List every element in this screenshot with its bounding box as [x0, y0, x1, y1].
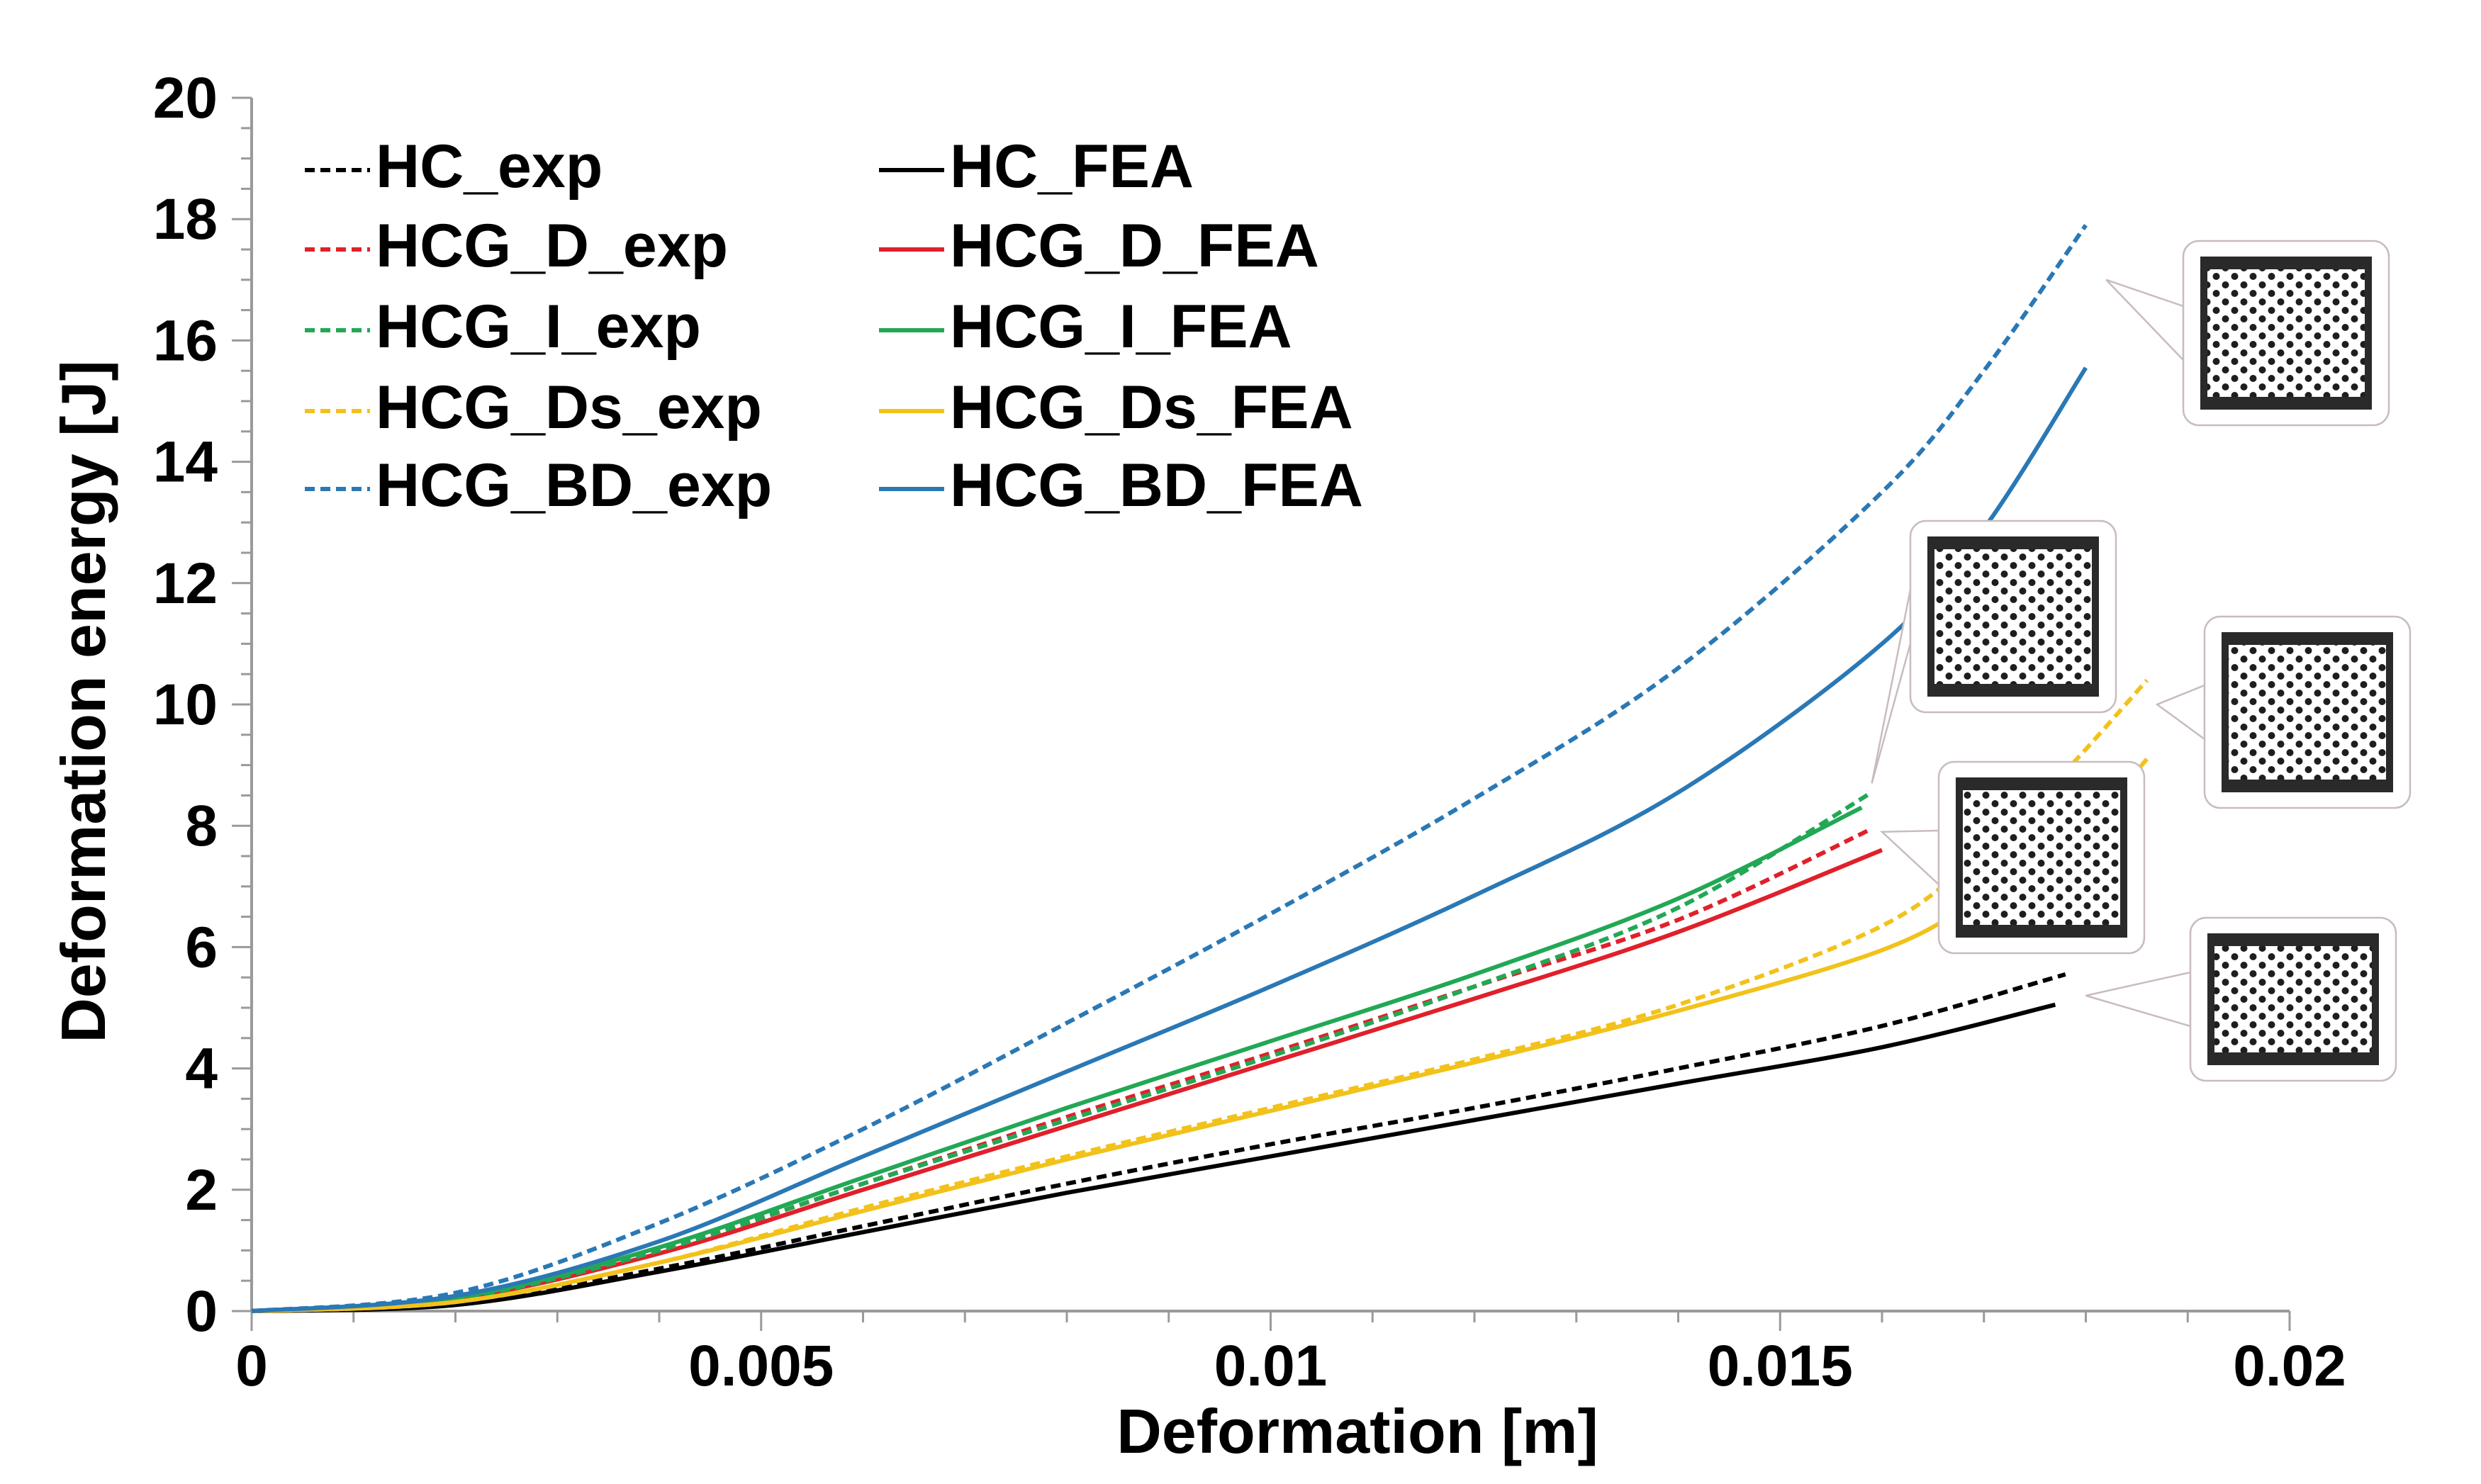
y-tick-label: 16: [153, 308, 218, 373]
series-HCG_D_FEA: [251, 848, 1883, 1313]
legend: HC_exp HCG_D_exp HCG_I_exp HCG_Ds_exp HCG_BD…: [305, 133, 1363, 519]
y-tick-label: 0: [185, 1279, 218, 1344]
inset-pointer: [2105, 279, 2185, 363]
inset-pointer: [1871, 589, 1912, 784]
inset-HCG_Ds: [2155, 615, 2412, 809]
y-tick-label: 18: [153, 187, 218, 252]
inset-hex-pattern: [2229, 645, 2386, 780]
legend-label-HCG_I_FEA: HCG_I_FEA: [950, 293, 1292, 361]
x-tick-label: 0.005: [688, 1334, 834, 1398]
y-tick-label: 14: [153, 430, 218, 495]
y-tick-label: 2: [185, 1158, 218, 1222]
y-tick-label: 8: [185, 794, 218, 858]
inset-HC: [2085, 916, 2397, 1082]
legend-label-HCG_D_FEA: HCG_D_FEA: [950, 212, 1319, 280]
legend-label-HC_FEA: HC_FEA: [950, 133, 1194, 201]
inset-HCG_BD: [2105, 240, 2390, 427]
series-HCG_Ds_FEA: [251, 758, 2149, 1313]
x-axis-label: Deformation [m]: [1116, 1396, 1598, 1466]
inset-hex-pattern: [2214, 946, 2372, 1052]
y-tick-label: 10: [153, 673, 218, 737]
inset-pointer: [1879, 829, 1940, 887]
y-tick-label: 20: [153, 66, 218, 130]
x-tick-label: 0.01: [1214, 1334, 1328, 1398]
y-axis-label: Deformation energy [J]: [48, 360, 118, 1042]
legend-label-HCG_BD_FEA: HCG_BD_FEA: [950, 451, 1363, 519]
y-tick-label: 6: [185, 915, 218, 979]
axes: 0 0.005 0.01 0.015 0.02 0 2 4 6 8 10 12 14 16 18 20: [153, 66, 2346, 1398]
series-HCG_I_FEA: [251, 805, 1863, 1313]
series-layer: [251, 224, 2149, 1313]
inset-pointer: [2085, 971, 2192, 1028]
x-tick-label: 0.02: [2233, 1334, 2346, 1398]
legend-label-HC_exp: HC_exp: [376, 133, 603, 201]
series-HCG_BD_FEA: [251, 366, 2088, 1313]
y-tick-label: 4: [185, 1037, 218, 1101]
series-HCG_Ds_exp: [251, 678, 2149, 1313]
legend-label-HCG_Ds_FEA: HCG_Ds_FEA: [950, 373, 1353, 442]
inset-hex-pattern: [1963, 790, 2120, 925]
legend-label-HCG_I_exp: HCG_I_exp: [376, 293, 701, 361]
inset-hex-pattern: [2207, 269, 2365, 397]
inset-HCG_D: [1879, 760, 2146, 955]
series-HCG_D_exp: [251, 826, 1873, 1313]
insets-layer: [1871, 240, 2412, 1082]
series-HCG_I_exp: [251, 790, 1874, 1313]
inset-HCG_I: [1871, 519, 2117, 784]
y-tick-label: 12: [153, 551, 218, 616]
series-HCG_BD_exp: [251, 224, 2088, 1313]
inset-hex-pattern: [1934, 549, 2092, 684]
legend-label-HCG_D_exp: HCG_D_exp: [376, 212, 728, 280]
legend-label-HCG_BD_exp: HCG_BD_exp: [376, 451, 772, 519]
legend-label-HCG_Ds_exp: HCG_Ds_exp: [376, 373, 762, 442]
x-tick-label: 0.015: [1708, 1334, 1853, 1398]
series-HC_FEA: [251, 1002, 2056, 1313]
inset-pointer: [2155, 684, 2206, 741]
x-tick-label: 0: [235, 1334, 268, 1398]
series-HC_exp: [251, 972, 2066, 1313]
